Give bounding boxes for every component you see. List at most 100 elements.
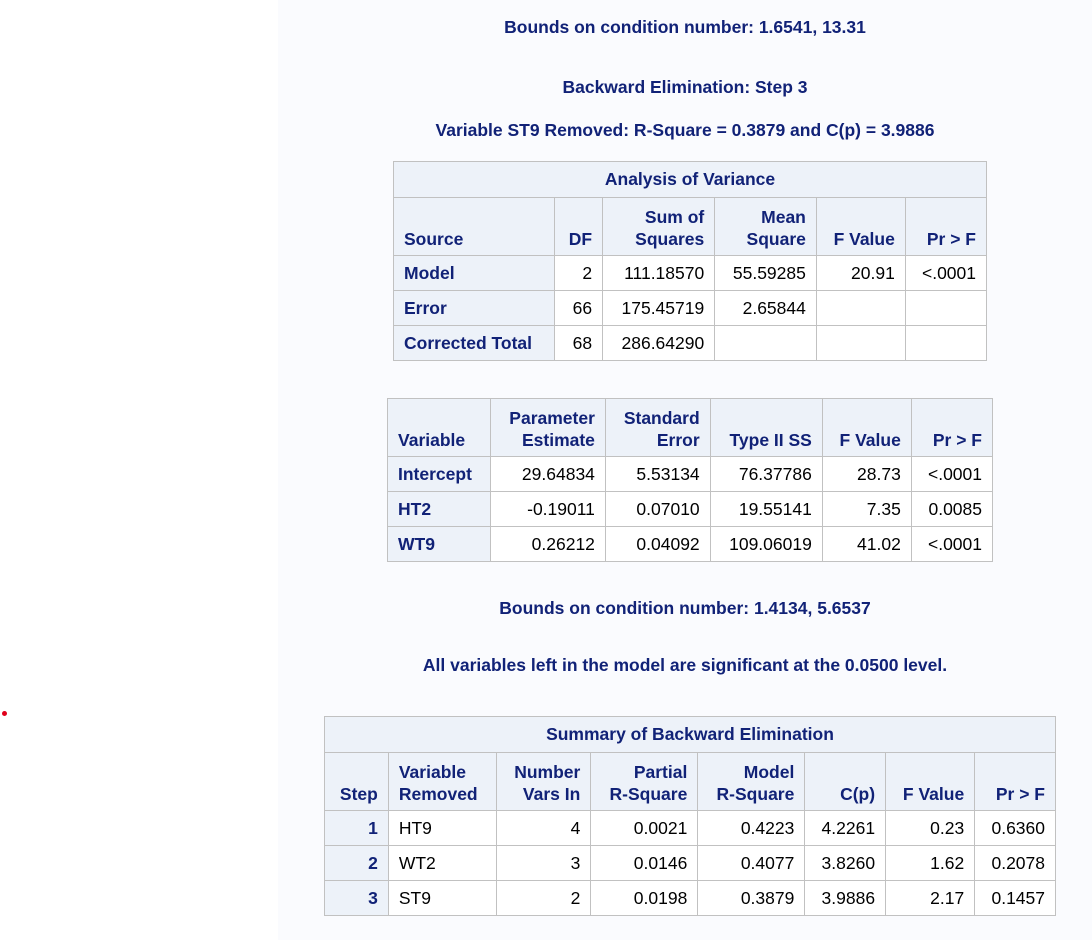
cell-pr-f [904,290,988,326]
row-header: HT2 [387,491,491,527]
cell-sum-of-squares: 175.45719 [602,290,716,326]
red-marker-dot [2,711,7,716]
col-header-pr-f: Pr > F [910,398,994,457]
row-header-step: 3 [324,880,389,916]
significance-note: All variables left in the model are sign… [422,655,948,675]
cell-f-value: 41.02 [821,526,912,562]
cell-type-ii-ss: 19.55141 [709,491,823,527]
col-header-parameter-estimate: Parameter Estimate [489,398,606,457]
col-header-cp: C(p) [804,752,887,811]
col-header-variable: Variable [387,398,491,457]
table-row: Intercept 29.64834 5.53134 76.37786 28.7… [387,456,994,492]
cell-f-value: 7.35 [821,491,912,527]
cell-pr-f: <.0001 [904,255,988,291]
cell-cp: 3.8260 [804,845,887,881]
cell-variable-removed: ST9 [387,880,497,916]
col-header-pr-f: Pr > F [904,197,988,256]
anova-title: Analysis of Variance [393,161,987,198]
cell-partial-r-square: 0.0021 [590,810,699,846]
cell-estimate: -0.19011 [489,491,606,527]
table-row: Model 2 111.18570 55.59285 20.91 <.0001 [392,255,988,291]
table-row: 1 HT9 4 0.0021 0.4223 4.2261 0.23 0.6360 [324,810,1056,846]
parameter-estimates-table: Variable Parameter Estimate Standard Error… [387,398,994,562]
col-header-standard-error: Standard Error [604,398,711,457]
cell-vars-in: 2 [495,880,592,916]
summary-table: Summary of Backward Elimination Step Var… [324,716,1056,916]
cell-standard-error: 0.07010 [604,491,711,527]
col-header-df: DF [554,197,604,256]
cell-standard-error: 5.53134 [604,456,711,492]
cell-f-value: 1.62 [885,845,976,881]
cell-mean-square: 55.59285 [714,255,817,291]
table-row: WT9 0.26212 0.04092 109.06019 41.02 <.00… [387,526,994,562]
cell-cp: 4.2261 [804,810,887,846]
cell-pr-f: 0.1457 [974,880,1056,916]
col-header-sum-of-squares: Sum of Squares [602,197,716,256]
anova-header-row: Source DF Sum of Squares Mean Square F Val… [392,197,988,256]
table-row: 3 ST9 2 0.0198 0.3879 3.9886 2.17 0.1457 [324,880,1056,916]
summary-title: Summary of Backward Elimination [324,716,1056,753]
cell-mean-square [714,325,817,361]
cell-estimate: 0.26212 [489,526,606,562]
cell-type-ii-ss: 109.06019 [709,526,823,562]
cell-pr-f [904,325,988,361]
cell-f-value: 0.23 [885,810,976,846]
cell-variable-removed: HT9 [387,810,497,846]
cell-type-ii-ss: 76.37786 [709,456,823,492]
cell-f-value [815,290,906,326]
cell-f-value: 28.73 [821,456,912,492]
variable-removed-note: Variable ST9 Removed: R-Square = 0.3879 … [435,120,935,140]
cell-model-r-square: 0.3879 [697,880,806,916]
col-header-number-vars-in: Number Vars In [495,752,592,811]
col-header-f-value: F Value [821,398,912,457]
row-header-step: 1 [324,810,389,846]
row-header: WT9 [387,526,491,562]
left-margin [0,0,278,940]
row-header: Intercept [387,456,491,492]
condition-bounds-note-2: Bounds on condition number: 1.4134, 5.65… [499,598,871,618]
cell-pr-f: <.0001 [910,526,994,562]
cell-sum-of-squares: 286.64290 [602,325,716,361]
table-row: Corrected Total 68 286.64290 [392,325,988,361]
step-title: Backward Elimination: Step 3 [562,77,808,97]
cell-df: 66 [554,290,604,326]
col-header-f-value: F Value [815,197,906,256]
col-header-source: Source [392,197,556,256]
cell-pr-f: 0.6360 [974,810,1056,846]
table-row: Error 66 175.45719 2.65844 [392,290,988,326]
col-header-step: Step [324,752,389,811]
col-header-model-r-square: Model R-Square [697,752,806,811]
table-row: HT2 -0.19011 0.07010 19.55141 7.35 0.008… [387,491,994,527]
col-header-f-value: F Value [885,752,976,811]
cell-partial-r-square: 0.0146 [590,845,699,881]
cell-pr-f: 0.2078 [974,845,1056,881]
row-header: Error [392,290,556,326]
params-header-row: Variable Parameter Estimate Standard Error… [387,398,994,457]
cell-f-value: 2.17 [885,880,976,916]
cell-vars-in: 3 [495,845,592,881]
row-header-step: 2 [324,845,389,881]
cell-f-value [815,325,906,361]
row-header: Corrected Total [392,325,556,361]
cell-estimate: 29.64834 [489,456,606,492]
cell-cp: 3.9886 [804,880,887,916]
cell-pr-f: <.0001 [910,456,994,492]
condition-bounds-note-1: Bounds on condition number: 1.6541, 13.3… [504,17,866,37]
cell-df: 2 [554,255,604,291]
cell-model-r-square: 0.4077 [697,845,806,881]
row-header: Model [392,255,556,291]
cell-model-r-square: 0.4223 [697,810,806,846]
cell-mean-square: 2.65844 [714,290,817,326]
cell-variable-removed: WT2 [387,845,497,881]
col-header-pr-f: Pr > F [974,752,1056,811]
cell-df: 68 [554,325,604,361]
col-header-partial-r-square: Partial R-Square [590,752,699,811]
summary-header-row: Step Variable Removed Number Vars In Parti… [324,752,1056,811]
cell-standard-error: 0.04092 [604,526,711,562]
col-header-variable-removed: Variable Removed [387,752,497,811]
col-header-type-ii-ss: Type II SS [709,398,823,457]
cell-vars-in: 4 [495,810,592,846]
cell-partial-r-square: 0.0198 [590,880,699,916]
cell-pr-f: 0.0085 [910,491,994,527]
cell-sum-of-squares: 111.18570 [602,255,716,291]
